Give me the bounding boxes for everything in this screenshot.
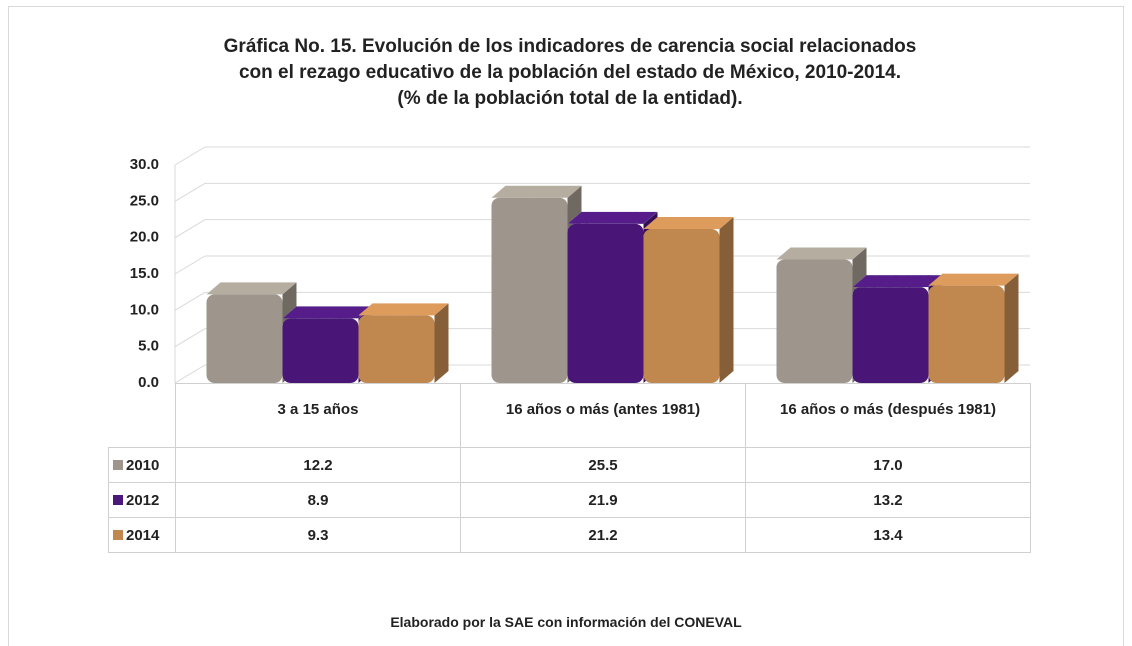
value-label: 13.4	[745, 517, 1031, 553]
bar-3d	[643, 216, 734, 383]
bar-side	[434, 303, 449, 383]
legend-cell: 2010	[108, 447, 176, 483]
grid-line	[174, 328, 206, 348]
bar-top	[852, 275, 943, 288]
value-label: 21.2	[460, 517, 746, 553]
bar	[282, 318, 359, 383]
bar	[567, 223, 644, 383]
bar-top	[776, 247, 867, 260]
y-tick-label: 15.0	[130, 265, 159, 282]
bar-top	[282, 306, 373, 319]
value-label: 21.9	[460, 482, 746, 518]
bar	[358, 315, 435, 383]
legend-swatch	[113, 494, 123, 505]
bar-top	[643, 216, 734, 229]
category-label: 16 años o más (después 1981)	[745, 383, 1031, 448]
y-tick-label: 30.0	[130, 156, 159, 173]
grid-line	[174, 219, 206, 239]
y-tick-label: 5.0	[138, 338, 159, 355]
source-note: Elaborado por la SAE con información del…	[390, 614, 742, 630]
bar-3d	[928, 273, 1019, 383]
value-label: 13.2	[745, 482, 1031, 518]
legend-cell: 2014	[108, 517, 176, 553]
legend-cell: 2012	[108, 482, 176, 518]
value-label: 9.3	[175, 517, 461, 553]
value-label: 25.5	[460, 447, 746, 483]
title-block: Gráfica No. 15. Evolución de los indicad…	[120, 34, 1020, 112]
bar-top	[491, 185, 582, 198]
frame	[8, 6, 1124, 646]
table-row: 2014 9.3 21.2 13.4	[108, 517, 1031, 553]
value-label: 8.9	[175, 482, 461, 518]
bar	[643, 228, 720, 383]
y-tick-label: 20.0	[130, 229, 159, 246]
table-row: 2012 8.9 21.9 13.2	[108, 482, 1031, 518]
bar-top	[928, 273, 1019, 286]
grid-line	[174, 146, 206, 166]
legend-label: 2010	[126, 456, 160, 474]
bar	[776, 259, 853, 383]
category-label: 16 años o más (antes 1981)	[460, 383, 746, 448]
legend-label: 2012	[126, 491, 160, 509]
data-table: 3 a 15 años 16 años o más (antes 1981) 16 …	[108, 383, 1031, 553]
legend-swatch	[113, 459, 123, 470]
category-label: 3 a 15 años	[175, 383, 461, 448]
value-label: 17.0	[745, 447, 1031, 483]
bar-side	[1004, 273, 1019, 383]
table-header-row: 3 a 15 años 16 años o más (antes 1981) 16 …	[108, 383, 1031, 448]
legend-swatch	[113, 529, 123, 540]
value-label: 12.2	[175, 447, 461, 483]
bar-top	[567, 211, 658, 224]
bar	[852, 287, 929, 383]
legend-label: 2014	[126, 526, 160, 544]
bar-top	[206, 282, 297, 295]
bar	[491, 197, 568, 383]
bar-side	[719, 216, 734, 383]
grid-line	[174, 182, 206, 202]
grid-line	[174, 364, 206, 384]
chart-subtitle: (% de la población total de la entidad).	[397, 88, 743, 109]
grid-line	[174, 291, 206, 311]
bar-3d	[358, 303, 449, 383]
y-tick-label: 10.0	[130, 301, 159, 318]
grid-line	[174, 255, 206, 275]
chart-title: Gráfica No. 15. Evolución de los indicad…	[223, 36, 917, 83]
table-row: 2010 12.2 25.5 17.0	[108, 447, 1031, 483]
bar	[928, 285, 1005, 383]
y-tick-label: 25.0	[130, 192, 159, 209]
bar-top	[358, 303, 449, 316]
bar	[206, 294, 283, 383]
corner-cell	[108, 383, 176, 448]
